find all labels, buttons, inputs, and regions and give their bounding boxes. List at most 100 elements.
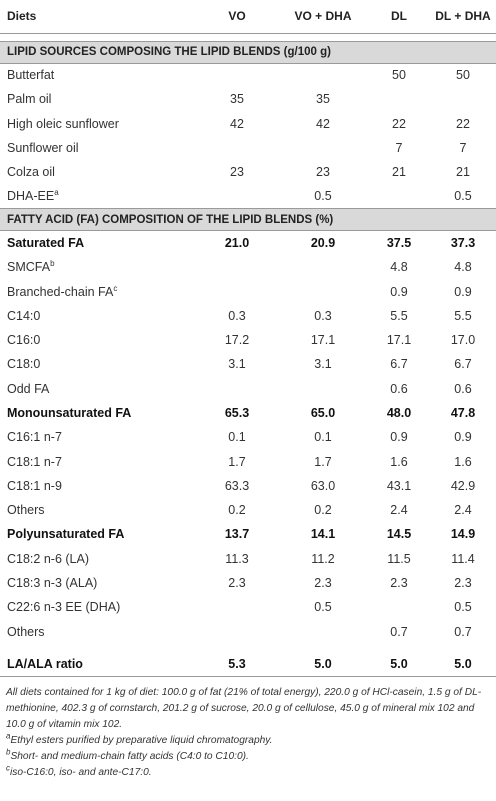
cell-vo: 11.3 bbox=[225, 551, 249, 566]
table-row: C16:1 n-7 0.1 0.1 0.9 0.9 bbox=[0, 425, 496, 449]
section-header-fatty-acids: FATTY ACID (FA) COMPOSITION OF THE LIPID… bbox=[0, 208, 496, 232]
cell-vo bbox=[196, 255, 278, 279]
table-footnotes: All diets contained for 1 kg of diet: 10… bbox=[0, 677, 496, 781]
header-dl-dha: DL + DHA bbox=[435, 9, 491, 24]
table-body: LIPID SOURCES COMPOSING THE LIPID BLENDS… bbox=[0, 33, 496, 209]
row-label: Monounsaturated FA bbox=[7, 406, 132, 420]
cell-dl: 14.5 bbox=[386, 527, 412, 542]
cell-dl: 48.0 bbox=[386, 406, 412, 420]
table-row: Butterfat 50 50 bbox=[0, 63, 496, 87]
cell-vo: 13.7 bbox=[224, 527, 250, 542]
row-label: C18:2 n-6 (LA) bbox=[7, 551, 89, 566]
table-row: C14:0 0.3 0.3 5.5 5.5 bbox=[0, 304, 496, 328]
table-row: Branched-chain FAc 0.9 0.9 bbox=[0, 279, 496, 303]
cell-vo-dha: 0.2 bbox=[314, 503, 332, 518]
cell-dl: 43.1 bbox=[386, 478, 412, 493]
row-label: C16:1 n-7 bbox=[7, 430, 62, 445]
cell-dl: 7 bbox=[395, 141, 403, 156]
cell-dl-dha: 37.3 bbox=[450, 236, 476, 251]
cell-vo bbox=[196, 136, 278, 160]
cell-dl: 22 bbox=[392, 116, 406, 131]
cell-vo-dha: 20.9 bbox=[310, 236, 336, 251]
cell-dl-dha: 6.7 bbox=[454, 357, 472, 372]
cell-vo-dha bbox=[278, 136, 368, 160]
cell-dl-dha: 5.0 bbox=[454, 656, 472, 671]
cell-dl-dha: 2.3 bbox=[454, 576, 472, 591]
footnote-b: bShort- and medium-chain fatty acids (C4… bbox=[6, 747, 249, 762]
table-row: Colza oil 23 23 21 21 bbox=[0, 160, 496, 184]
cell-vo: 23 bbox=[230, 165, 244, 180]
cell-dl-dha: 4.8 bbox=[454, 260, 472, 275]
cell-dl-dha: 7 bbox=[459, 141, 467, 156]
footnote-main: All diets contained for 1 kg of diet: 10… bbox=[6, 686, 482, 730]
cell-dl-dha: 17.0 bbox=[450, 333, 476, 348]
cell-vo-dha: 42 bbox=[316, 116, 330, 131]
cell-dl-dha: 21 bbox=[456, 165, 470, 180]
cell-vo: 1.7 bbox=[228, 454, 246, 469]
cell-dl-dha: 1.6 bbox=[454, 454, 472, 469]
row-label: C16:0 bbox=[7, 333, 41, 348]
row-label: Colza oil bbox=[7, 165, 55, 180]
cell-vo: 65.3 bbox=[224, 406, 250, 420]
cell-vo-dha: 11.2 bbox=[311, 551, 335, 566]
cell-dl-dha: 0.5 bbox=[454, 600, 472, 615]
cell-dl-dha bbox=[430, 87, 496, 111]
header-vo-dha: VO + DHA bbox=[294, 9, 352, 24]
cell-vo bbox=[196, 595, 278, 619]
diet-composition-table-figure: Diets VO VO + DHA DL DL + DHA LIPID SOUR… bbox=[0, 9, 496, 781]
cell-dl-dha: 11.4 bbox=[451, 551, 475, 566]
row-label: C18:1 n-7 bbox=[7, 454, 62, 469]
cell-dl: 0.9 bbox=[390, 284, 408, 299]
cell-vo: 21.0 bbox=[224, 236, 250, 251]
cell-dl-dha: 42.9 bbox=[450, 478, 476, 493]
table-row: C18:1 n-7 1.7 1.7 1.6 1.6 bbox=[0, 449, 496, 473]
footnote-c: ciso-C16:0, iso- and ante-C17:0. bbox=[6, 763, 152, 778]
cell-vo bbox=[196, 184, 278, 208]
row-label: Polyunsaturated FA bbox=[7, 527, 125, 542]
row-label: C22:6 n-3 EE (DHA) bbox=[7, 600, 121, 615]
table-row: Polyunsaturated FA 13.7 14.1 14.5 14.9 bbox=[0, 522, 496, 546]
cell-vo bbox=[196, 620, 278, 644]
cell-vo-dha bbox=[278, 620, 368, 644]
cell-dl bbox=[368, 184, 430, 208]
cell-dl: 5.0 bbox=[390, 656, 408, 671]
cell-dl-dha: 0.9 bbox=[454, 430, 472, 445]
row-label: DHA-EEa bbox=[7, 188, 59, 204]
cell-vo-dha: 14.1 bbox=[310, 527, 336, 542]
cell-dl: 4.8 bbox=[390, 260, 408, 275]
cell-dl: 2.3 bbox=[390, 576, 408, 591]
row-label: Saturated FA bbox=[7, 236, 85, 251]
cell-dl: 2.4 bbox=[390, 503, 408, 518]
cell-dl-dha: 22 bbox=[456, 116, 470, 131]
cell-vo-dha: 0.1 bbox=[314, 430, 332, 445]
cell-vo: 2.3 bbox=[228, 576, 246, 591]
cell-vo-dha: 0.5 bbox=[314, 189, 332, 204]
table-row: DHA-EEa 0.5 0.5 bbox=[0, 184, 496, 208]
table-row: C18:3 n-3 (ALA) 2.3 2.3 2.3 2.3 bbox=[0, 571, 496, 595]
row-label: LA/ALA ratio bbox=[7, 656, 83, 671]
footnote-a: aEthyl esters purified by preparative li… bbox=[6, 731, 273, 746]
cell-vo: 0.1 bbox=[228, 430, 246, 445]
cell-vo-dha: 17.1 bbox=[310, 333, 336, 348]
cell-vo-dha: 2.3 bbox=[314, 576, 332, 591]
row-label: C18:3 n-3 (ALA) bbox=[7, 576, 98, 591]
table-row: Others 0.7 0.7 bbox=[0, 620, 496, 644]
cell-vo: 63.3 bbox=[224, 478, 250, 493]
table-row: SMCFAb 4.8 4.8 bbox=[0, 255, 496, 279]
cell-dl: 21 bbox=[392, 165, 406, 180]
fatty-acid-rows: Saturated FA 21.0 20.9 37.5 37.3 SMCFAb 4.8 4.8… bbox=[0, 231, 496, 644]
diet-composition-table: Diets VO VO + DHA DL DL + DHA LIPID SOUR… bbox=[0, 9, 496, 677]
cell-vo: 0.2 bbox=[228, 503, 246, 518]
spacer-row bbox=[0, 644, 496, 652]
cell-dl-dha: 0.5 bbox=[454, 189, 472, 204]
row-label: Odd FA bbox=[7, 381, 50, 396]
cell-dl-dha: 5.5 bbox=[454, 308, 472, 323]
cell-vo-dha: 1.7 bbox=[314, 454, 332, 469]
cell-vo bbox=[196, 63, 278, 87]
section-title: FATTY ACID (FA) COMPOSITION OF THE LIPID… bbox=[0, 208, 496, 232]
section-title: LIPID SOURCES COMPOSING THE LIPID BLENDS… bbox=[0, 40, 496, 64]
cell-dl: 17.1 bbox=[386, 333, 412, 348]
table-row: Monounsaturated FA 65.3 65.0 48.0 47.8 bbox=[0, 401, 496, 425]
row-label: Sunflower oil bbox=[7, 141, 79, 156]
cell-vo-dha: 3.1 bbox=[314, 357, 332, 372]
